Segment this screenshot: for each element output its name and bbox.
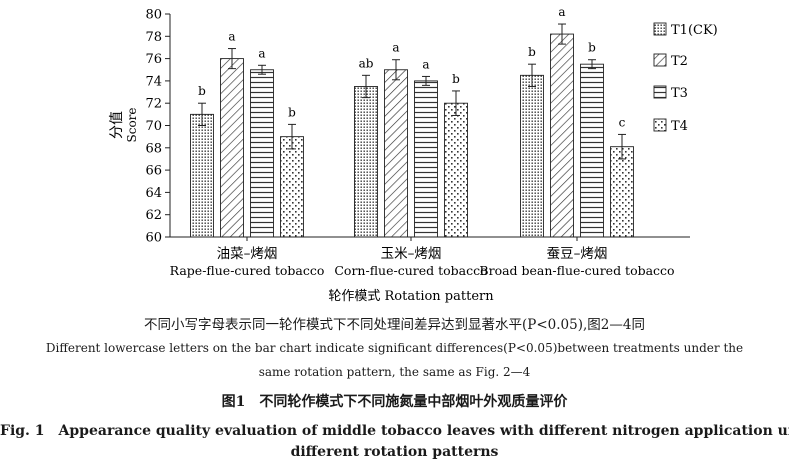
bar-t4-1 xyxy=(280,136,304,238)
bar-t3-1-significance-letter: a xyxy=(258,46,265,60)
legend-t3-label: T3 xyxy=(671,86,688,101)
bar-t4-1-significance-letter: b xyxy=(288,105,296,119)
legend-t3-swatch xyxy=(653,85,667,99)
y-tick-label-64: 64 xyxy=(145,186,162,201)
legend-t2-label: T2 xyxy=(671,54,688,69)
legend-t1ck-swatch xyxy=(653,22,667,36)
y-tick-label-62: 62 xyxy=(145,208,162,223)
category-label-zh-2: 玉米–烤烟 xyxy=(381,246,442,262)
bar-t2-1 xyxy=(220,58,244,238)
figure-caption-zh: 图1 不同轮作模式下不同施氮量中部烟叶外观质量评价 xyxy=(221,394,568,410)
bar-t3-1 xyxy=(250,69,274,238)
bar-t2-3-significance-letter: a xyxy=(558,5,565,19)
legend-t4-swatch xyxy=(653,118,667,132)
y-tick-label-80: 80 xyxy=(145,8,162,23)
significance-note-en-line1: Different lowercase letters on the bar c… xyxy=(45,341,744,355)
bar-t3-2 xyxy=(414,80,438,238)
y-axis-label-en: Score xyxy=(125,107,139,142)
bar-t4-2-significance-letter: b xyxy=(452,72,460,86)
y-tick-label-66: 66 xyxy=(145,164,162,179)
bar-t2-3 xyxy=(550,33,574,238)
bar-t1ck-3 xyxy=(520,74,544,238)
bar-t3-3-significance-letter: b xyxy=(588,41,596,55)
significance-note-zh: 不同小写字母表示同一轮作模式下不同处理间差异达到显著水平(P<0.05),图2—… xyxy=(144,317,645,333)
category-label-en-2: Corn-flue-cured tobacco xyxy=(334,263,487,278)
y-tick-label-68: 68 xyxy=(145,141,162,156)
bar-t1ck-2-significance-letter: ab xyxy=(359,56,374,70)
y-tick-label-70: 70 xyxy=(145,119,162,134)
bar-t4-3-significance-letter: c xyxy=(619,115,626,129)
bar-t1ck-2 xyxy=(354,86,378,238)
bar-t4-2 xyxy=(444,102,468,238)
bar-t2-1-significance-letter: a xyxy=(228,30,235,44)
bar-t2-2 xyxy=(384,69,408,238)
category-label-zh-1: 油菜–烤烟 xyxy=(217,246,278,262)
y-tick-label-78: 78 xyxy=(145,30,162,45)
category-label-en-1: Rape-flue-cured tobacco xyxy=(170,263,325,278)
category-label-en-3: Broad bean-flue-cured tobacco xyxy=(479,263,674,278)
bar-t1ck-1-significance-letter: b xyxy=(198,84,206,98)
y-axis-label-zh: 分值 xyxy=(109,111,125,139)
y-tick-label-60: 60 xyxy=(145,231,162,246)
bar-t2-2-significance-letter: a xyxy=(392,41,399,55)
figure-caption-en-line1: Fig. 1 Appearance quality evaluation of … xyxy=(0,423,789,439)
y-tick-label-72: 72 xyxy=(145,97,162,112)
bar-t4-3 xyxy=(610,146,634,238)
legend-t4-label: T4 xyxy=(671,119,688,134)
legend-t1ck-label: T1(CK) xyxy=(671,23,718,38)
x-axis-label: 轮作模式 Rotation pattern xyxy=(328,289,494,304)
figure-caption-en-line2: different rotation patterns xyxy=(290,444,499,460)
y-tick-label-74: 74 xyxy=(145,74,162,89)
y-tick-label-76: 76 xyxy=(145,52,162,67)
bar-t1ck-3-significance-letter: b xyxy=(528,45,536,59)
bar-t3-2-significance-letter: a xyxy=(422,57,429,71)
bar-t1ck-1 xyxy=(190,113,214,238)
legend-t2-swatch xyxy=(653,53,667,67)
category-label-zh-3: 蚕豆–烤烟 xyxy=(547,246,608,262)
significance-note-en-line2: same rotation pattern, the same as Fig. … xyxy=(258,365,531,379)
bar-t3-3 xyxy=(580,63,604,238)
